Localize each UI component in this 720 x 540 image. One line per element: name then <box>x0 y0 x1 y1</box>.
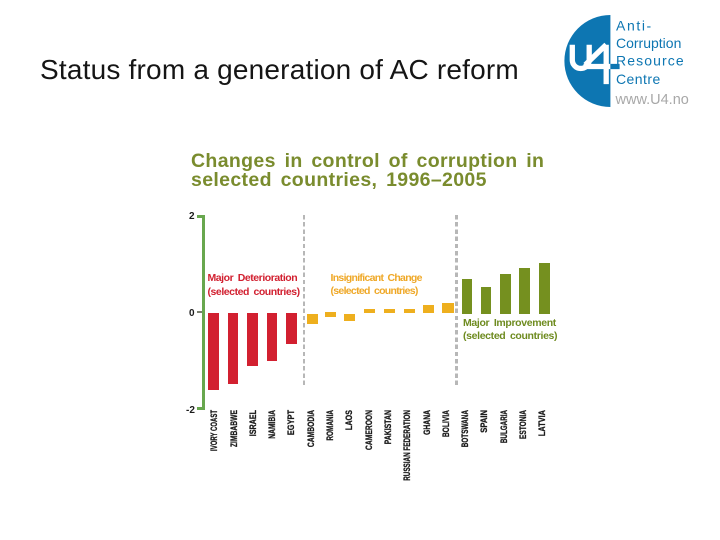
svg-text:Anti-: Anti- <box>616 17 653 33</box>
svg-text:www.U4.no: www.U4.no <box>615 92 689 108</box>
svg-text:Corruption: Corruption <box>616 35 681 51</box>
svg-text:Centre: Centre <box>616 71 661 87</box>
svg-text:Resource: Resource <box>616 53 685 69</box>
